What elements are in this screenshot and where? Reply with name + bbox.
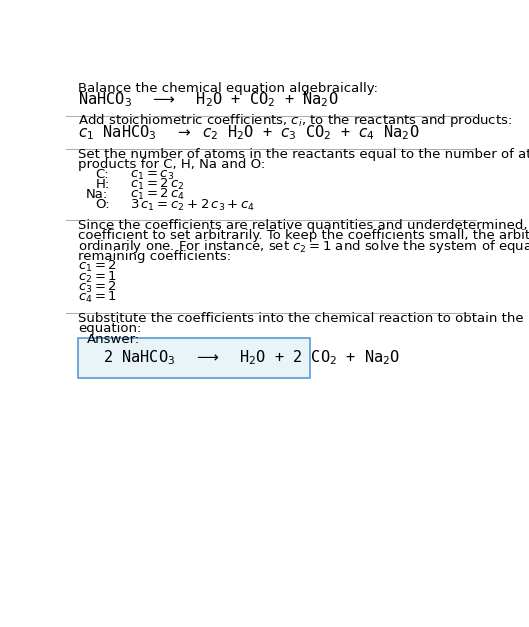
Text: $c_2 = 1$: $c_2 = 1$	[78, 270, 117, 285]
Text: products for C, H, Na and O:: products for C, H, Na and O:	[78, 158, 266, 171]
Text: remaining coefficients:: remaining coefficients:	[78, 250, 232, 263]
Text: Since the coefficients are relative quantities and underdetermined, choose a: Since the coefficients are relative quan…	[78, 219, 529, 232]
FancyBboxPatch shape	[78, 338, 310, 378]
Text: C:: C:	[96, 168, 110, 181]
Text: $c_3 = 2$: $c_3 = 2$	[78, 280, 117, 295]
Text: Answer:: Answer:	[87, 333, 140, 346]
Text: O:: O:	[96, 199, 110, 211]
Text: $c_1 = 2\,c_2$: $c_1 = 2\,c_2$	[130, 177, 184, 192]
Text: ordinarily one. For instance, set $c_2 = 1$ and solve the system of equations fo: ordinarily one. For instance, set $c_2 =…	[78, 238, 529, 255]
Text: Balance the chemical equation algebraically:: Balance the chemical equation algebraica…	[78, 82, 378, 95]
Text: $c_1 = 2\,c_4$: $c_1 = 2\,c_4$	[130, 187, 185, 203]
Text: NaHCO$_3$  $\longrightarrow$  H$_2$O + CO$_2$ + Na$_2$O: NaHCO$_3$ $\longrightarrow$ H$_2$O + CO$…	[78, 90, 339, 109]
Text: coefficient to set arbitrarily. To keep the coefficients small, the arbitrary va: coefficient to set arbitrarily. To keep …	[78, 229, 529, 243]
Text: Na:: Na:	[86, 188, 108, 201]
Text: 2 NaHCO$_3$  $\longrightarrow$  H$_2$O + 2 CO$_2$ + Na$_2$O: 2 NaHCO$_3$ $\longrightarrow$ H$_2$O + 2…	[103, 349, 400, 367]
Text: Set the number of atoms in the reactants equal to the number of atoms in the: Set the number of atoms in the reactants…	[78, 148, 529, 161]
Text: $c_1 = 2$: $c_1 = 2$	[78, 260, 117, 275]
Text: $c_4 = 1$: $c_4 = 1$	[78, 290, 117, 305]
Text: equation:: equation:	[78, 322, 142, 335]
Text: $3\,c_1 = c_2 + 2\,c_3 + c_4$: $3\,c_1 = c_2 + 2\,c_3 + c_4$	[130, 198, 255, 213]
Text: H:: H:	[96, 178, 110, 191]
Text: $c_1$ NaHCO$_3$  $\rightarrow$ $c_2$ H$_2$O + $c_3$ CO$_2$ + $c_4$ Na$_2$O: $c_1$ NaHCO$_3$ $\rightarrow$ $c_2$ H$_2…	[78, 123, 420, 142]
Text: $c_1 = c_3$: $c_1 = c_3$	[130, 169, 174, 182]
Text: Add stoichiometric coefficients, $c_i$, to the reactants and products:: Add stoichiometric coefficients, $c_i$, …	[78, 112, 513, 130]
Text: Substitute the coefficients into the chemical reaction to obtain the balanced: Substitute the coefficients into the che…	[78, 312, 529, 325]
